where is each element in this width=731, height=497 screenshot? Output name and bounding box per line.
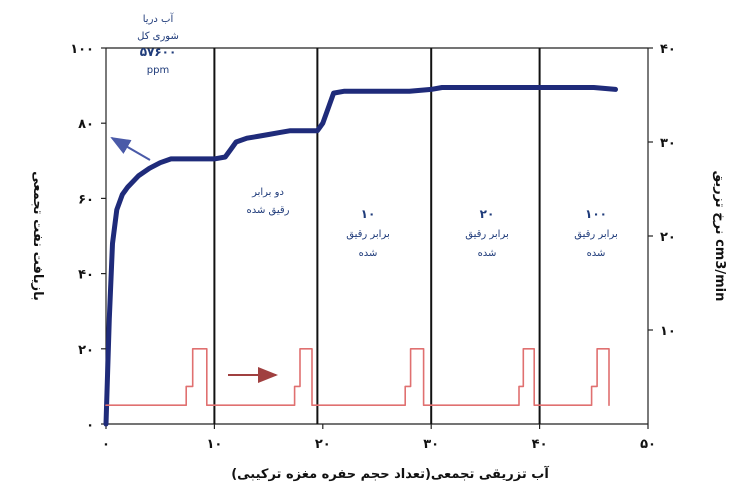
annotation-1-line-1: رقیق شده — [246, 205, 289, 216]
annotation-3-line-0: ۲۰ — [480, 207, 495, 221]
series-line-recovery — [103, 85, 618, 427]
y2-tick-label-3: ۴۰ — [660, 42, 676, 57]
x-axis-title: آب تزریقی تجمعی(تعداد حجم حفره مغزه ترکی… — [231, 465, 549, 482]
y-tick-label-1: ۲۰ — [78, 343, 94, 358]
y2-tick-label-2: ۳۰ — [660, 136, 676, 151]
x-tick-label-2: ۲۰ — [315, 437, 331, 452]
annotation-2-line-0: ۱۰ — [361, 207, 376, 221]
seawater-callout-arrow — [110, 136, 151, 161]
y2-axis-ticks: ۱۰ ۲۰ ۳۰ ۴۰ — [648, 42, 676, 339]
x-axis-ticks: ۰ ۱۰ ۲۰ ۳۰ ۴۰ ۵۰ — [102, 424, 656, 452]
annotation-2-line-2: شده — [359, 248, 378, 259]
annotation-4-line-1: برابر رقیق — [574, 229, 618, 240]
y-tick-label-0: ۰ — [86, 418, 94, 433]
y-axis-title: بازیافت نفت تجمعی — [30, 171, 45, 301]
annotation-0-line-1: شوری کل — [137, 31, 179, 42]
annotation-2-line-1: برابر رقیق — [346, 229, 390, 240]
x-tick-label-0: ۰ — [102, 437, 110, 452]
annotation-3-line-1: برابر رقیق — [465, 229, 509, 240]
y-axis-ticks: ۰ ۲۰ ۴۰ ۶۰ ۸۰ ۱۰۰ — [70, 42, 106, 433]
annotation-0-line-2: ۵۷۶۰۰ — [140, 45, 177, 59]
x-tick-label-3: ۳۰ — [423, 437, 439, 452]
y-tick-label-2: ۴۰ — [78, 268, 94, 283]
phase-divider-lines — [213, 48, 541, 424]
annotation-0-line-0: آب دریا — [143, 12, 175, 25]
annotation-3-line-2: شده — [478, 248, 497, 259]
chart-series — [103, 85, 618, 427]
y-tick-label-5: ۱۰۰ — [70, 42, 94, 57]
y-tick-label-3: ۶۰ — [78, 192, 94, 207]
x-tick-label-4: ۴۰ — [532, 437, 548, 452]
plot-area — [105, 47, 649, 425]
y2-tick-label-0: ۱۰ — [660, 324, 676, 339]
annotation-1-line-0: دو برابر — [251, 187, 284, 198]
y2-axis-title: نرخ تزریق cm3/min — [712, 171, 727, 302]
x-tick-label-5: ۵۰ — [640, 437, 656, 452]
phase-annotations: آب دریا شوری کل ۵۷۶۰۰ ppm دو برابر رقیق شده ۱۰… — [137, 12, 618, 259]
annotation-4-line-0: ۱۰۰ — [585, 207, 607, 221]
y-tick-label-4: ۸۰ — [78, 117, 94, 132]
annotation-4-line-2: شده — [587, 248, 606, 259]
series-line-injection_rate — [105, 347, 610, 407]
annotation-0-line-3: ppm — [147, 65, 169, 76]
x-tick-label-1: ۱۰ — [206, 437, 222, 452]
y2-tick-label-1: ۲۰ — [660, 230, 676, 245]
